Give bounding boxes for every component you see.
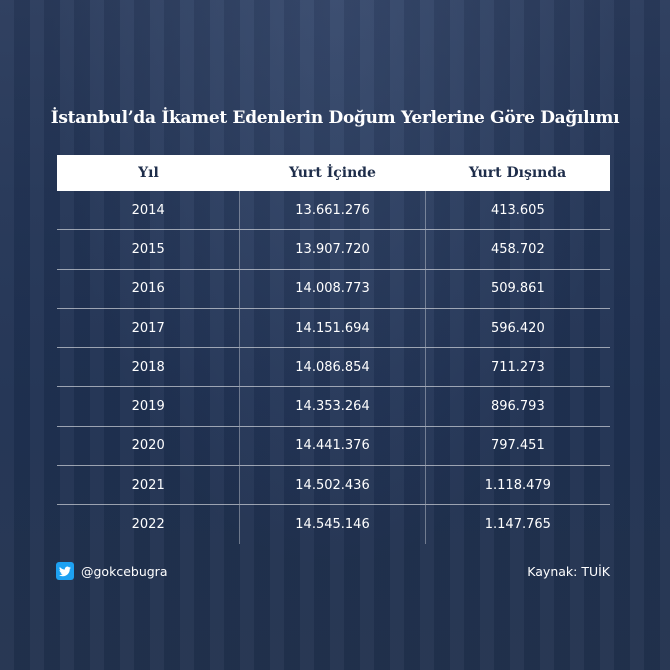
abroad-cell: 896.793 — [490, 399, 545, 415]
table-row: 2015 13.907.720 458.702 — [57, 230, 610, 270]
table-row: 2016 14.008.773 509.861 — [57, 269, 610, 309]
year-cell: 2018 — [57, 348, 241, 387]
abroad-cell: 596.420 — [490, 320, 545, 336]
year-cell: 2021 — [57, 466, 241, 505]
footer: @gokcebugra Kaynak: TUİK — [56, 562, 610, 580]
year-cell: 2020 — [57, 426, 241, 466]
year-cell: 2022 — [57, 505, 241, 544]
year-cell: 2016 — [57, 269, 241, 308]
year-cell: 2019 — [57, 387, 241, 426]
abroad-cell: 1.147.765 — [484, 517, 551, 533]
abroad-cell: 1.118.479 — [484, 477, 551, 493]
domestic-cell: 14.502.436 — [240, 466, 426, 505]
domestic-cell: 14.008.773 — [240, 269, 426, 308]
year-cell: 2014 — [57, 191, 241, 230]
domestic-cell: 14.353.264 — [240, 387, 426, 426]
table-row: 2020 14.441.376 797.451 — [57, 426, 610, 467]
table-body: 2014 13.661.276 413.605 2015 13.907.720 458.7… — [57, 191, 610, 544]
header-abroad: Yurt Dışında — [468, 165, 567, 181]
table-row: 2022 14.545.146 1.147.765 — [57, 505, 610, 544]
year-cell: 2017 — [57, 308, 241, 348]
table-header: Yıl Yurt İçinde Yurt Dışında — [57, 155, 610, 191]
domestic-cell: 13.661.276 — [240, 191, 426, 230]
abroad-cell: 797.451 — [490, 438, 545, 454]
table-row: 2017 14.151.694 596.420 — [57, 308, 610, 349]
chart-title: İstanbul’da İkamet Edenlerin Doğum Yerle… — [50, 108, 620, 128]
domestic-cell: 14.441.376 — [240, 426, 426, 466]
header-domestic: Yurt İçinde — [289, 165, 376, 181]
twitter-icon — [56, 562, 74, 580]
abroad-cell: 413.605 — [490, 202, 545, 218]
abroad-cell: 711.273 — [490, 359, 545, 375]
domestic-cell: 13.907.720 — [240, 230, 426, 269]
handle-text: @gokcebugra — [81, 563, 168, 579]
table-row: 2014 13.661.276 413.605 — [57, 191, 610, 231]
year-cell: 2015 — [57, 230, 241, 269]
domestic-cell: 14.086.854 — [240, 348, 426, 387]
table-row: 2018 14.086.854 711.273 — [57, 348, 610, 388]
twitter-handle[interactable]: @gokcebugra — [56, 562, 167, 580]
source-text: Kaynak: TUİK — [527, 563, 610, 579]
domestic-cell: 14.151.694 — [240, 308, 426, 348]
abroad-cell: 509.861 — [490, 281, 545, 297]
header-year: Yıl — [138, 165, 159, 181]
abroad-cell: 458.702 — [490, 241, 545, 257]
table-row: 2019 14.353.264 896.793 — [57, 387, 610, 427]
table-row: 2021 14.502.436 1.118.479 — [57, 466, 610, 506]
domestic-cell: 14.545.146 — [240, 505, 426, 544]
data-table: Yıl Yurt İçinde Yurt Dışında 2014 13.661.… — [57, 155, 610, 544]
